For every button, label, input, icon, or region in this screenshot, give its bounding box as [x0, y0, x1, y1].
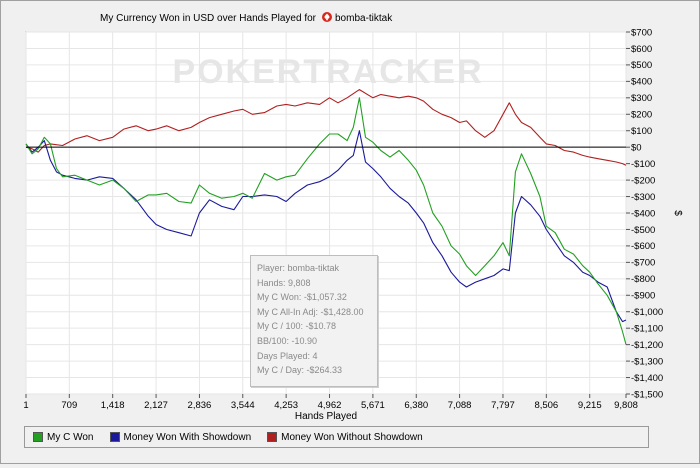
series-line-money-won-without-showdown — [25, 89, 627, 166]
x-tick-label: 7,088 — [448, 400, 472, 411]
legend-item-showdown[interactable]: Money Won With Showdown — [109, 431, 252, 443]
legend-swatch — [33, 432, 43, 442]
x-tick-label: 709 — [61, 400, 77, 411]
stat-won: My C Won: -$1,057.32 — [257, 292, 347, 303]
x-tick-label: 2,836 — [188, 400, 212, 411]
stat-bb-100: BB/100: -10.90 — [257, 335, 318, 346]
stat-days: Days Played: 4 — [257, 350, 318, 361]
series-line-my-c-won — [25, 97, 627, 345]
chart-player-name: bomba-tiktak — [335, 13, 393, 24]
y-tick-label: -$1,000 — [631, 307, 663, 318]
poker-spade-icon — [322, 12, 332, 22]
y-tick-label: -$400 — [631, 208, 655, 219]
y-axis-label: $ — [672, 210, 683, 216]
legend-label: Money Won With Showdown — [123, 431, 252, 443]
x-tick-label: 9,808 — [614, 400, 638, 411]
y-tick-label: -$1,500 — [631, 389, 663, 400]
stat-per-100: My C / 100: -$10.78 — [257, 321, 337, 332]
y-tick-label: $700 — [631, 27, 652, 38]
y-tick-label: -$900 — [631, 291, 655, 302]
x-tick-label: 1,418 — [101, 400, 125, 411]
y-tick-label: -$500 — [631, 225, 655, 236]
y-tick-label: -$1,400 — [631, 373, 663, 384]
y-tick-label: -$100 — [631, 159, 655, 170]
stat-per-day: My C / Day: -$264.33 — [257, 365, 343, 376]
x-axis-label: Hands Played — [295, 411, 357, 422]
y-tick-label: $100 — [631, 126, 652, 137]
y-tick-label: -$1,300 — [631, 356, 663, 367]
chart-title: My Currency Won in USD over Hands Played… — [100, 13, 317, 24]
y-tick-label: $400 — [631, 77, 652, 88]
x-tick-label: 9,215 — [578, 400, 602, 411]
y-tick-label: -$1,200 — [631, 340, 663, 351]
legend-swatch — [109, 432, 120, 442]
y-tick-label: -$800 — [631, 274, 655, 285]
stat-allin-adj: My C All-In Adj: -$1,428.00 — [257, 306, 364, 317]
y-tick-label: $200 — [631, 110, 652, 121]
chart-legend: My C Won Money Won With Showdown Money W… — [24, 426, 649, 448]
y-tick-label: $500 — [631, 60, 652, 71]
legend-item-my-c-won[interactable]: My C Won — [33, 432, 94, 443]
y-tick-label: $300 — [631, 93, 652, 104]
watermark: POKERTRACKER — [172, 53, 483, 91]
x-tick-label: 8,506 — [534, 400, 558, 411]
legend-label: Money Won Without Showdown — [281, 431, 423, 443]
legend-swatch — [267, 432, 278, 442]
x-tick-label: 7,797 — [491, 400, 515, 411]
y-tick-label: $600 — [631, 44, 652, 55]
y-tick-label: $0 — [631, 142, 642, 153]
y-tick-label: -$600 — [631, 241, 655, 252]
x-tick-label: 4,962 — [318, 400, 342, 411]
x-tick-label: 4,253 — [274, 400, 298, 411]
x-tick-label: 3,544 — [231, 400, 255, 411]
stat-player: Player: bomba-tiktak — [257, 263, 340, 273]
stat-hands: Hands: 9,808 — [257, 277, 311, 288]
y-tick-label: -$200 — [631, 175, 655, 186]
y-tick-label: -$700 — [631, 258, 655, 269]
legend-item-non-showdown[interactable]: Money Won Without Showdown — [267, 432, 423, 443]
player-stats-box: Player: bomba-tiktak Hands: 9,808 My C W… — [250, 255, 378, 387]
x-tick-label: 1 — [23, 400, 28, 411]
x-tick-label: 6,380 — [404, 400, 428, 411]
y-tick-label: -$300 — [631, 192, 655, 203]
legend-label: My C Won — [47, 431, 94, 443]
x-tick-label: 2,127 — [144, 400, 168, 411]
x-tick-label: 5,671 — [361, 400, 385, 411]
y-tick-label: -$1,100 — [631, 323, 663, 334]
